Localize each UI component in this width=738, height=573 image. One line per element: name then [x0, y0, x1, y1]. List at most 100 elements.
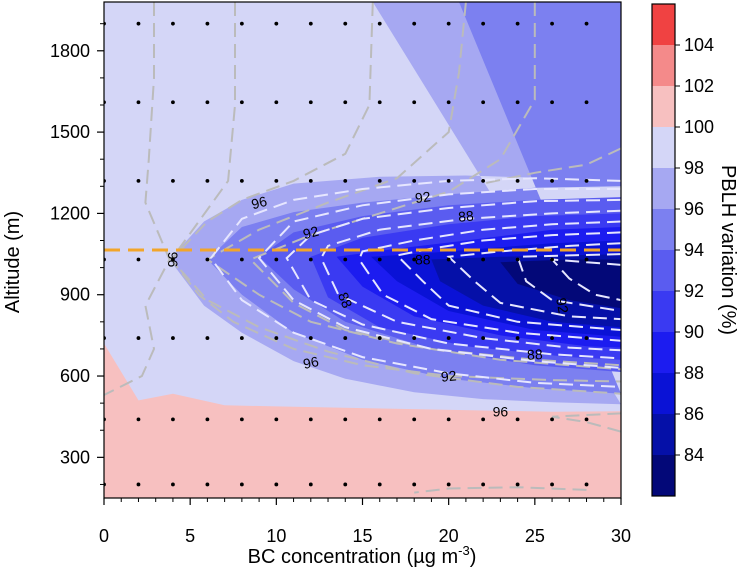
contour-label: 92 [301, 223, 320, 243]
grid-dot [274, 178, 279, 183]
colorbar-tick-label: 104 [684, 35, 714, 55]
colorbar-segment [652, 45, 675, 86]
x-axis: 0 5 10 15 20 25 30 [99, 498, 631, 546]
grid-dot [343, 100, 348, 105]
contour-line-grey-7 [551, 412, 621, 433]
y-tick-label: 1200 [50, 203, 90, 223]
grid-dot [239, 178, 244, 183]
grid-dot [550, 482, 554, 487]
contour-line-white-2 [285, 198, 621, 360]
grid-dot [481, 178, 486, 183]
grid-dot [136, 257, 141, 262]
colorbar-segment [652, 373, 675, 414]
grid-dot [446, 336, 451, 340]
grid-dot [308, 482, 313, 487]
colorbar-segment [652, 250, 675, 291]
grid-dot [481, 336, 486, 340]
grid-dot [171, 482, 175, 487]
contour-line-white-4 [357, 220, 621, 342]
grid-dot [136, 21, 141, 26]
contour-line-white-1 [257, 188, 621, 369]
grid-dot [515, 21, 520, 26]
y-tick-label: 1500 [50, 122, 90, 142]
grid-dot [584, 21, 589, 26]
contour-line-grey-3 [205, 2, 621, 371]
grid-dot [205, 482, 210, 487]
x-tick-label: 10 [266, 526, 286, 546]
grid-dot [515, 417, 520, 422]
grid-dot [515, 178, 520, 183]
colorbar-tick-label: 96 [684, 199, 704, 219]
colorbar-segment [652, 209, 675, 250]
grid-dot [515, 336, 520, 340]
grid-dot [205, 178, 210, 183]
grid-dot [584, 100, 589, 105]
grid-dot [446, 482, 451, 487]
grid-dot [136, 100, 141, 105]
contour-label: 96 [165, 252, 181, 268]
grid-dot [446, 178, 451, 183]
y-tick-label: 900 [60, 285, 90, 305]
grid-dot [308, 178, 313, 183]
grid-dot [205, 336, 210, 340]
band-below-84 [500, 259, 621, 309]
contour-line-white-5 [394, 231, 621, 331]
band-100-102 [104, 343, 621, 498]
contour-label: 92 [414, 188, 432, 206]
dot-grid [104, 21, 589, 487]
colorbar-tick-label: 92 [684, 281, 704, 301]
contour-lines [104, 2, 621, 494]
colorbar-segment [652, 332, 675, 373]
grid-dot [412, 21, 417, 26]
grid-dot [343, 178, 348, 183]
grid-dot [412, 178, 417, 183]
grid-dot [136, 417, 141, 422]
contour-plot-area [104, 2, 621, 498]
grid-dot [239, 21, 244, 26]
grid-dot [343, 336, 348, 340]
x-tick-label: 30 [611, 526, 631, 546]
grid-dot [239, 257, 244, 262]
grid-dot [171, 21, 175, 26]
grid-dot [446, 100, 451, 105]
contour-label: 96 [493, 403, 509, 419]
grid-dot [308, 21, 313, 26]
grid-dot [584, 417, 589, 422]
grid-dot [412, 336, 417, 340]
grid-dot [136, 482, 141, 487]
colorbar-tick-label: 100 [684, 117, 714, 137]
grid-dot [584, 482, 589, 487]
contour-label: 88 [457, 207, 474, 224]
colorbar-label: PBLH variation (%) [717, 165, 738, 335]
grid-dot [550, 417, 554, 422]
contour-label: 92 [440, 367, 457, 384]
grid-dot [446, 257, 451, 262]
grid-dot [550, 336, 554, 340]
grid-dot [136, 178, 141, 183]
x-tick-label: 20 [439, 526, 459, 546]
grid-dot [308, 100, 313, 105]
colorbar-tick-label: 98 [684, 158, 704, 178]
colorbar-segment [652, 455, 675, 496]
x-tick-label: 0 [99, 526, 109, 546]
grid-dot [308, 257, 313, 262]
contour-line-grey-0 [104, 2, 171, 396]
grid-dot [205, 21, 210, 26]
grid-dot [136, 336, 141, 340]
grid-dot [274, 417, 279, 422]
grid-dot [481, 482, 486, 487]
grid-dot [343, 417, 348, 422]
colorbar: 84 86 88 90 92 94 96 98 100 102 104 [651, 3, 714, 497]
contour-label: 88 [335, 290, 356, 311]
grid-dot [377, 417, 382, 422]
grid-dot [308, 417, 313, 422]
colorbar-tick-label: 102 [684, 76, 714, 96]
grid-dot [239, 100, 244, 105]
y-tick-label: 300 [60, 447, 90, 467]
grid-dot [239, 482, 244, 487]
contour-line-white-7 [516, 253, 621, 312]
grid-dot [412, 100, 417, 105]
grid-dot [412, 257, 417, 262]
y-axis: 300 600 900 1200 1500 1800 [50, 23, 104, 485]
contour-label: 92 [553, 297, 571, 315]
